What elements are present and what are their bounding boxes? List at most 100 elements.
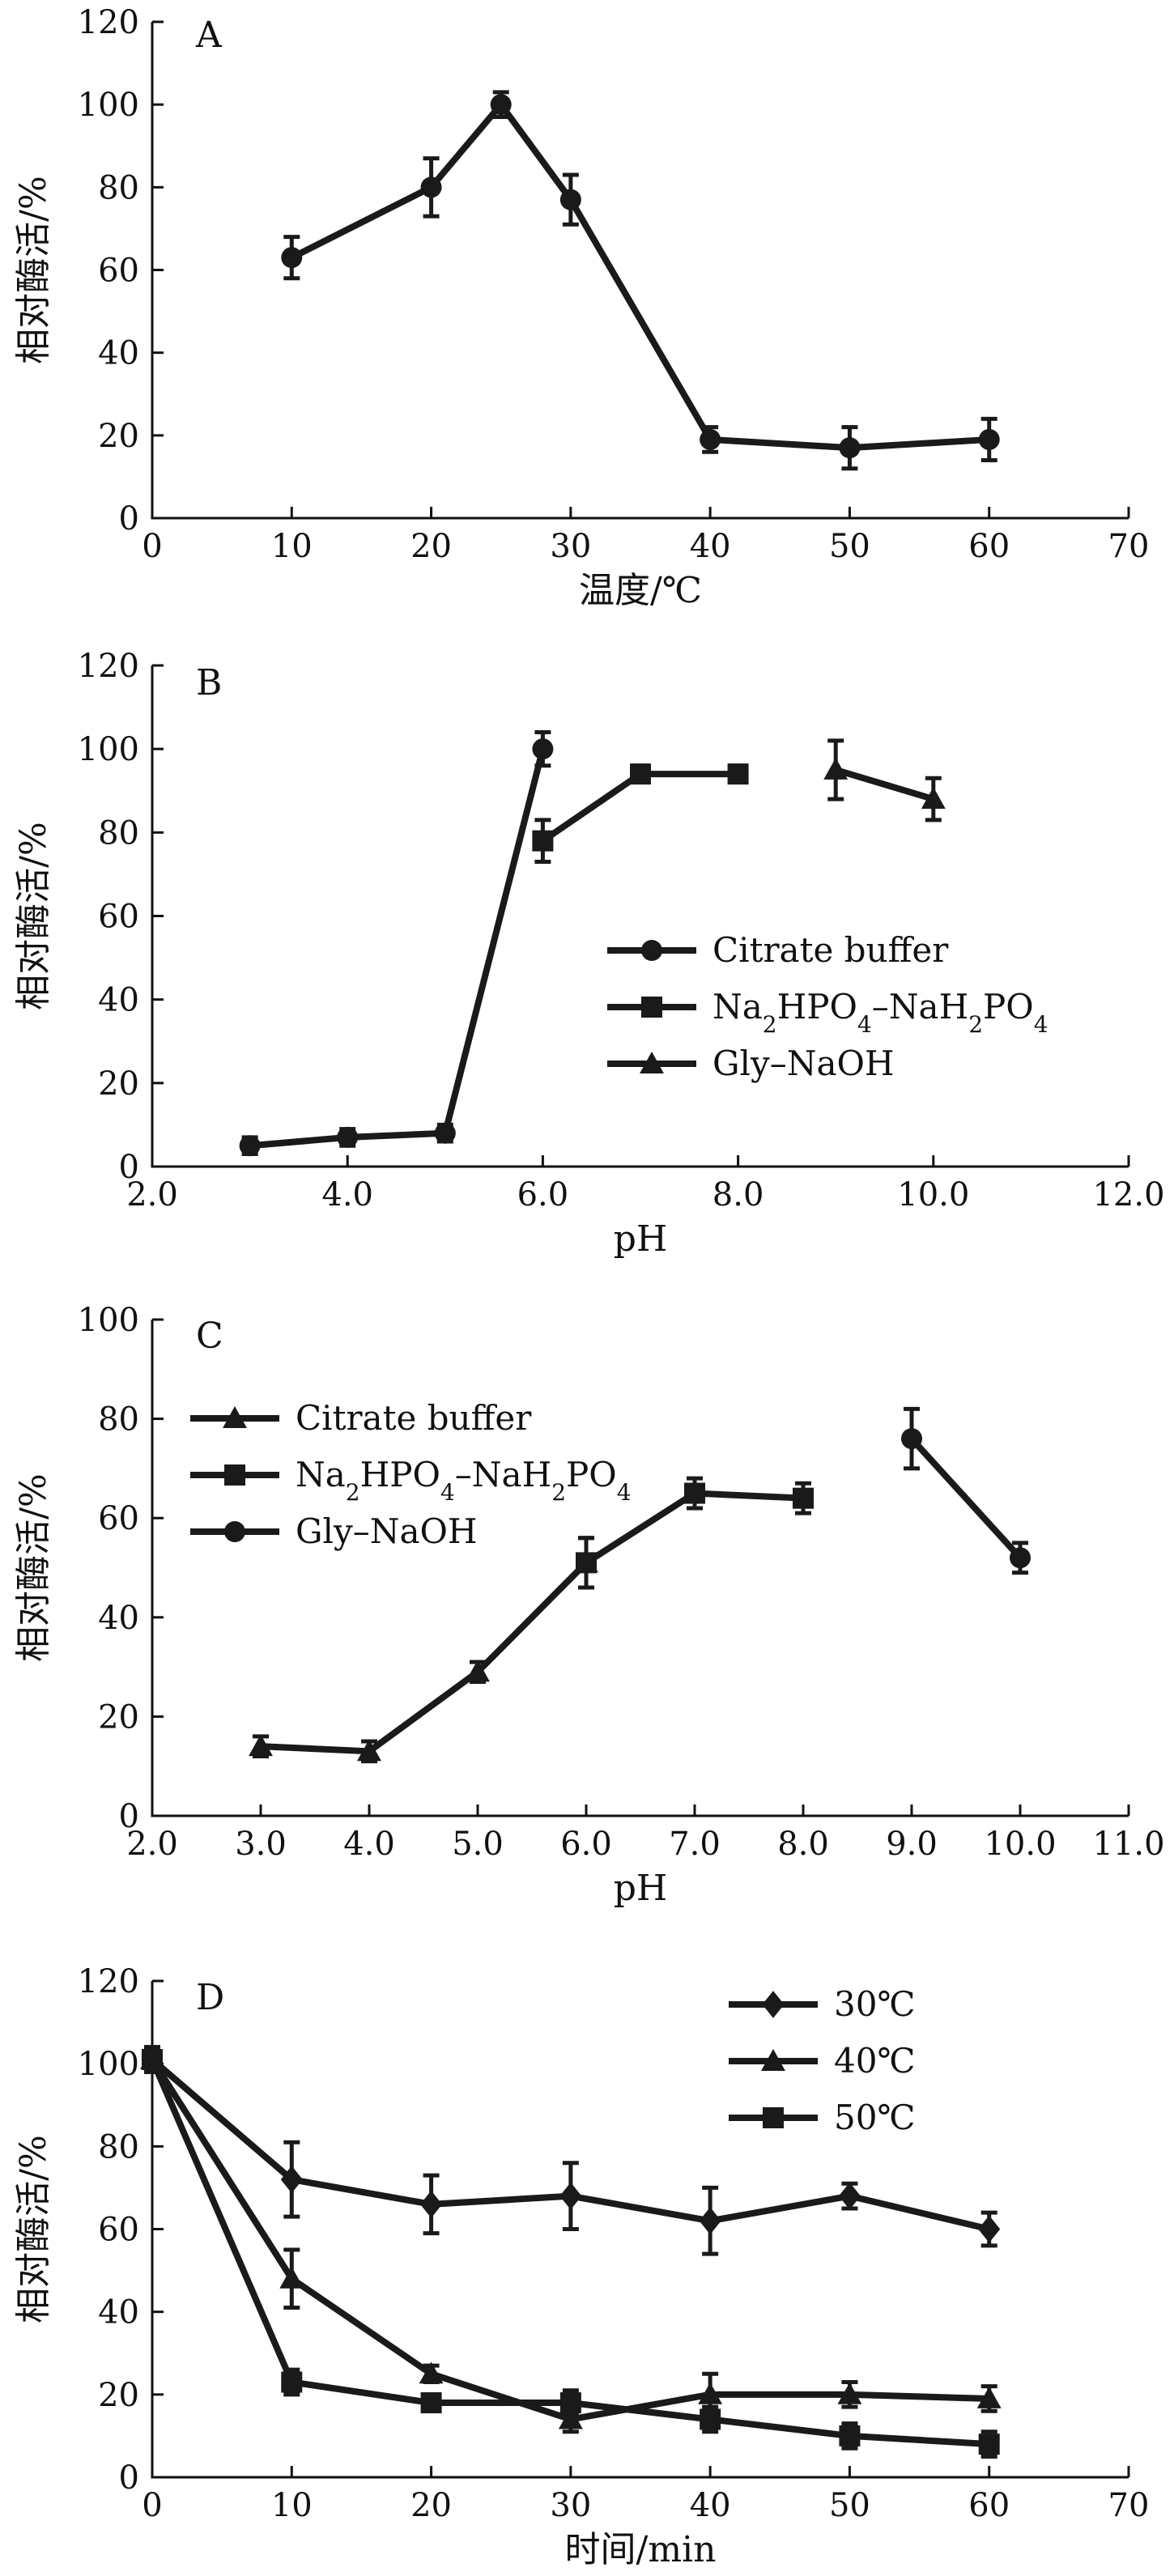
x-tick-label: 6.0: [560, 1826, 612, 1863]
y-tick-label: 60: [98, 899, 139, 936]
data-point: [281, 247, 303, 269]
series-line: [260, 1560, 589, 1755]
panel-d: 0 20 40 60 80 100 120 0 10 20 30 40 50 60 70 时间/min 相对酶活…: [13, 1963, 1149, 2570]
x-tick-label: 70: [1108, 2487, 1150, 2524]
data-point: [419, 2361, 444, 2384]
y-tick-label: 20: [98, 1698, 139, 1736]
data-point: [466, 1660, 490, 1682]
legend-marker: [640, 1052, 664, 1073]
x-tick-label: 20: [410, 2487, 452, 2524]
data-point: [823, 758, 849, 780]
data-point: [434, 1122, 456, 1144]
x-tick-label: 10: [271, 528, 313, 565]
x-tick-label: 7.0: [669, 1826, 721, 1863]
y-tick-label: 20: [98, 1065, 139, 1103]
data-point: [239, 1135, 261, 1157]
data-point: [901, 1428, 922, 1450]
y-tick-label: 40: [98, 982, 139, 1019]
series-2: [576, 1476, 814, 1590]
x-tick-label: 10.0: [984, 1826, 1056, 1863]
data-point: [698, 2382, 723, 2404]
x-tick-label: 50: [829, 2487, 870, 2524]
series-1: [249, 1536, 598, 1764]
y-tick-label: 20: [98, 418, 139, 455]
data-point: [700, 2408, 721, 2430]
x-tick-label: 0: [142, 2487, 162, 2524]
data-point: [699, 2207, 721, 2235]
series-3: [823, 738, 946, 823]
data-point: [532, 830, 554, 852]
x-tick-label: 10.0: [897, 1176, 969, 1214]
x-tick-label: 9.0: [886, 1826, 938, 1863]
data-point: [630, 763, 651, 785]
panel-c: 0 20 40 60 80 100 2.0 3.0 4.0 5.0 6.0 7.0 8.0 9.0 10.0…: [13, 1302, 1165, 1909]
data-point: [532, 738, 554, 760]
x-tick-label: 60: [968, 528, 1010, 565]
legend-marker: [223, 1406, 247, 1428]
y-axis-label: 相对酶活/%: [13, 2135, 54, 2323]
y-tick-label: 0: [119, 2459, 139, 2497]
data-point: [839, 2425, 861, 2446]
series-1: [141, 2045, 1001, 2256]
data-point: [727, 763, 749, 785]
series-3: [142, 2045, 1000, 2459]
x-tick-label: 20: [410, 528, 452, 565]
legend: 30℃ 40℃ 50℃: [729, 1984, 915, 2137]
legend: Citrate buffer Na2HPO4–NaH2PO4 Gly–NaOH: [607, 930, 1049, 1083]
y-tick-label: 120: [78, 648, 139, 685]
y-tick-label: 40: [98, 1600, 139, 1637]
data-point: [837, 2382, 862, 2404]
x-tick-label: 70: [1108, 528, 1150, 565]
legend-marker: [761, 2049, 785, 2071]
x-axis-label: pH: [614, 1868, 668, 1909]
y-tick-label: 120: [78, 4, 139, 41]
data-point: [684, 1482, 705, 1504]
y-tick-label: 80: [98, 814, 139, 852]
legend-marker: [641, 940, 662, 961]
data-point: [337, 1126, 359, 1148]
legend-entry: Citrate buffer: [712, 930, 949, 970]
data-point: [280, 2166, 303, 2194]
data-point: [559, 2392, 581, 2414]
axes-frame: [151, 665, 1129, 1168]
data-point: [420, 2190, 443, 2218]
panel-letter: D: [196, 1977, 224, 2018]
legend-entry: 40℃: [834, 2041, 915, 2081]
x-tick-label: 2.0: [126, 1826, 178, 1863]
series-line: [835, 767, 934, 802]
data-point: [357, 1739, 381, 1762]
y-tick-label: 40: [98, 335, 139, 372]
y-tick-label: 40: [98, 2294, 139, 2332]
series-1: [281, 90, 1000, 471]
data-point: [921, 787, 946, 810]
x-tick-label: 30: [550, 528, 591, 565]
panel-letter: C: [196, 1316, 223, 1357]
legend-entry: Citrate buffer: [296, 1398, 532, 1438]
data-point: [558, 2407, 583, 2429]
x-axis-label: 时间/min: [565, 2529, 717, 2570]
x-tick-label: 4.0: [343, 1826, 395, 1863]
legend-entry: 50℃: [834, 2098, 915, 2137]
data-point: [793, 1487, 814, 1509]
legend-marker: [762, 1991, 785, 2018]
x-tick-label: 4.0: [321, 1176, 373, 1214]
data-point: [978, 2215, 1001, 2243]
x-tick-label: 0: [142, 528, 162, 565]
legend-entry: Na2HPO4–NaH2PO4: [712, 987, 1049, 1038]
legend-entry: Gly–NaOH: [296, 1511, 478, 1551]
data-point: [420, 176, 442, 198]
y-tick-label: 80: [98, 2128, 139, 2166]
y-tick-label: 60: [98, 253, 139, 290]
series-line: [909, 1436, 1023, 1560]
data-point: [249, 1734, 273, 1757]
y-tick-label: 100: [78, 731, 139, 768]
x-tick-label: 30: [550, 2487, 591, 2524]
data-point: [978, 2434, 1000, 2455]
y-tick-label: 60: [98, 1500, 139, 1537]
x-tick-label: 40: [690, 2487, 731, 2524]
legend-entry: Na2HPO4–NaH2PO4: [296, 1455, 632, 1506]
y-tick-label: 100: [78, 87, 139, 124]
data-point: [978, 428, 1000, 450]
x-tick-label: 10: [271, 2487, 313, 2524]
